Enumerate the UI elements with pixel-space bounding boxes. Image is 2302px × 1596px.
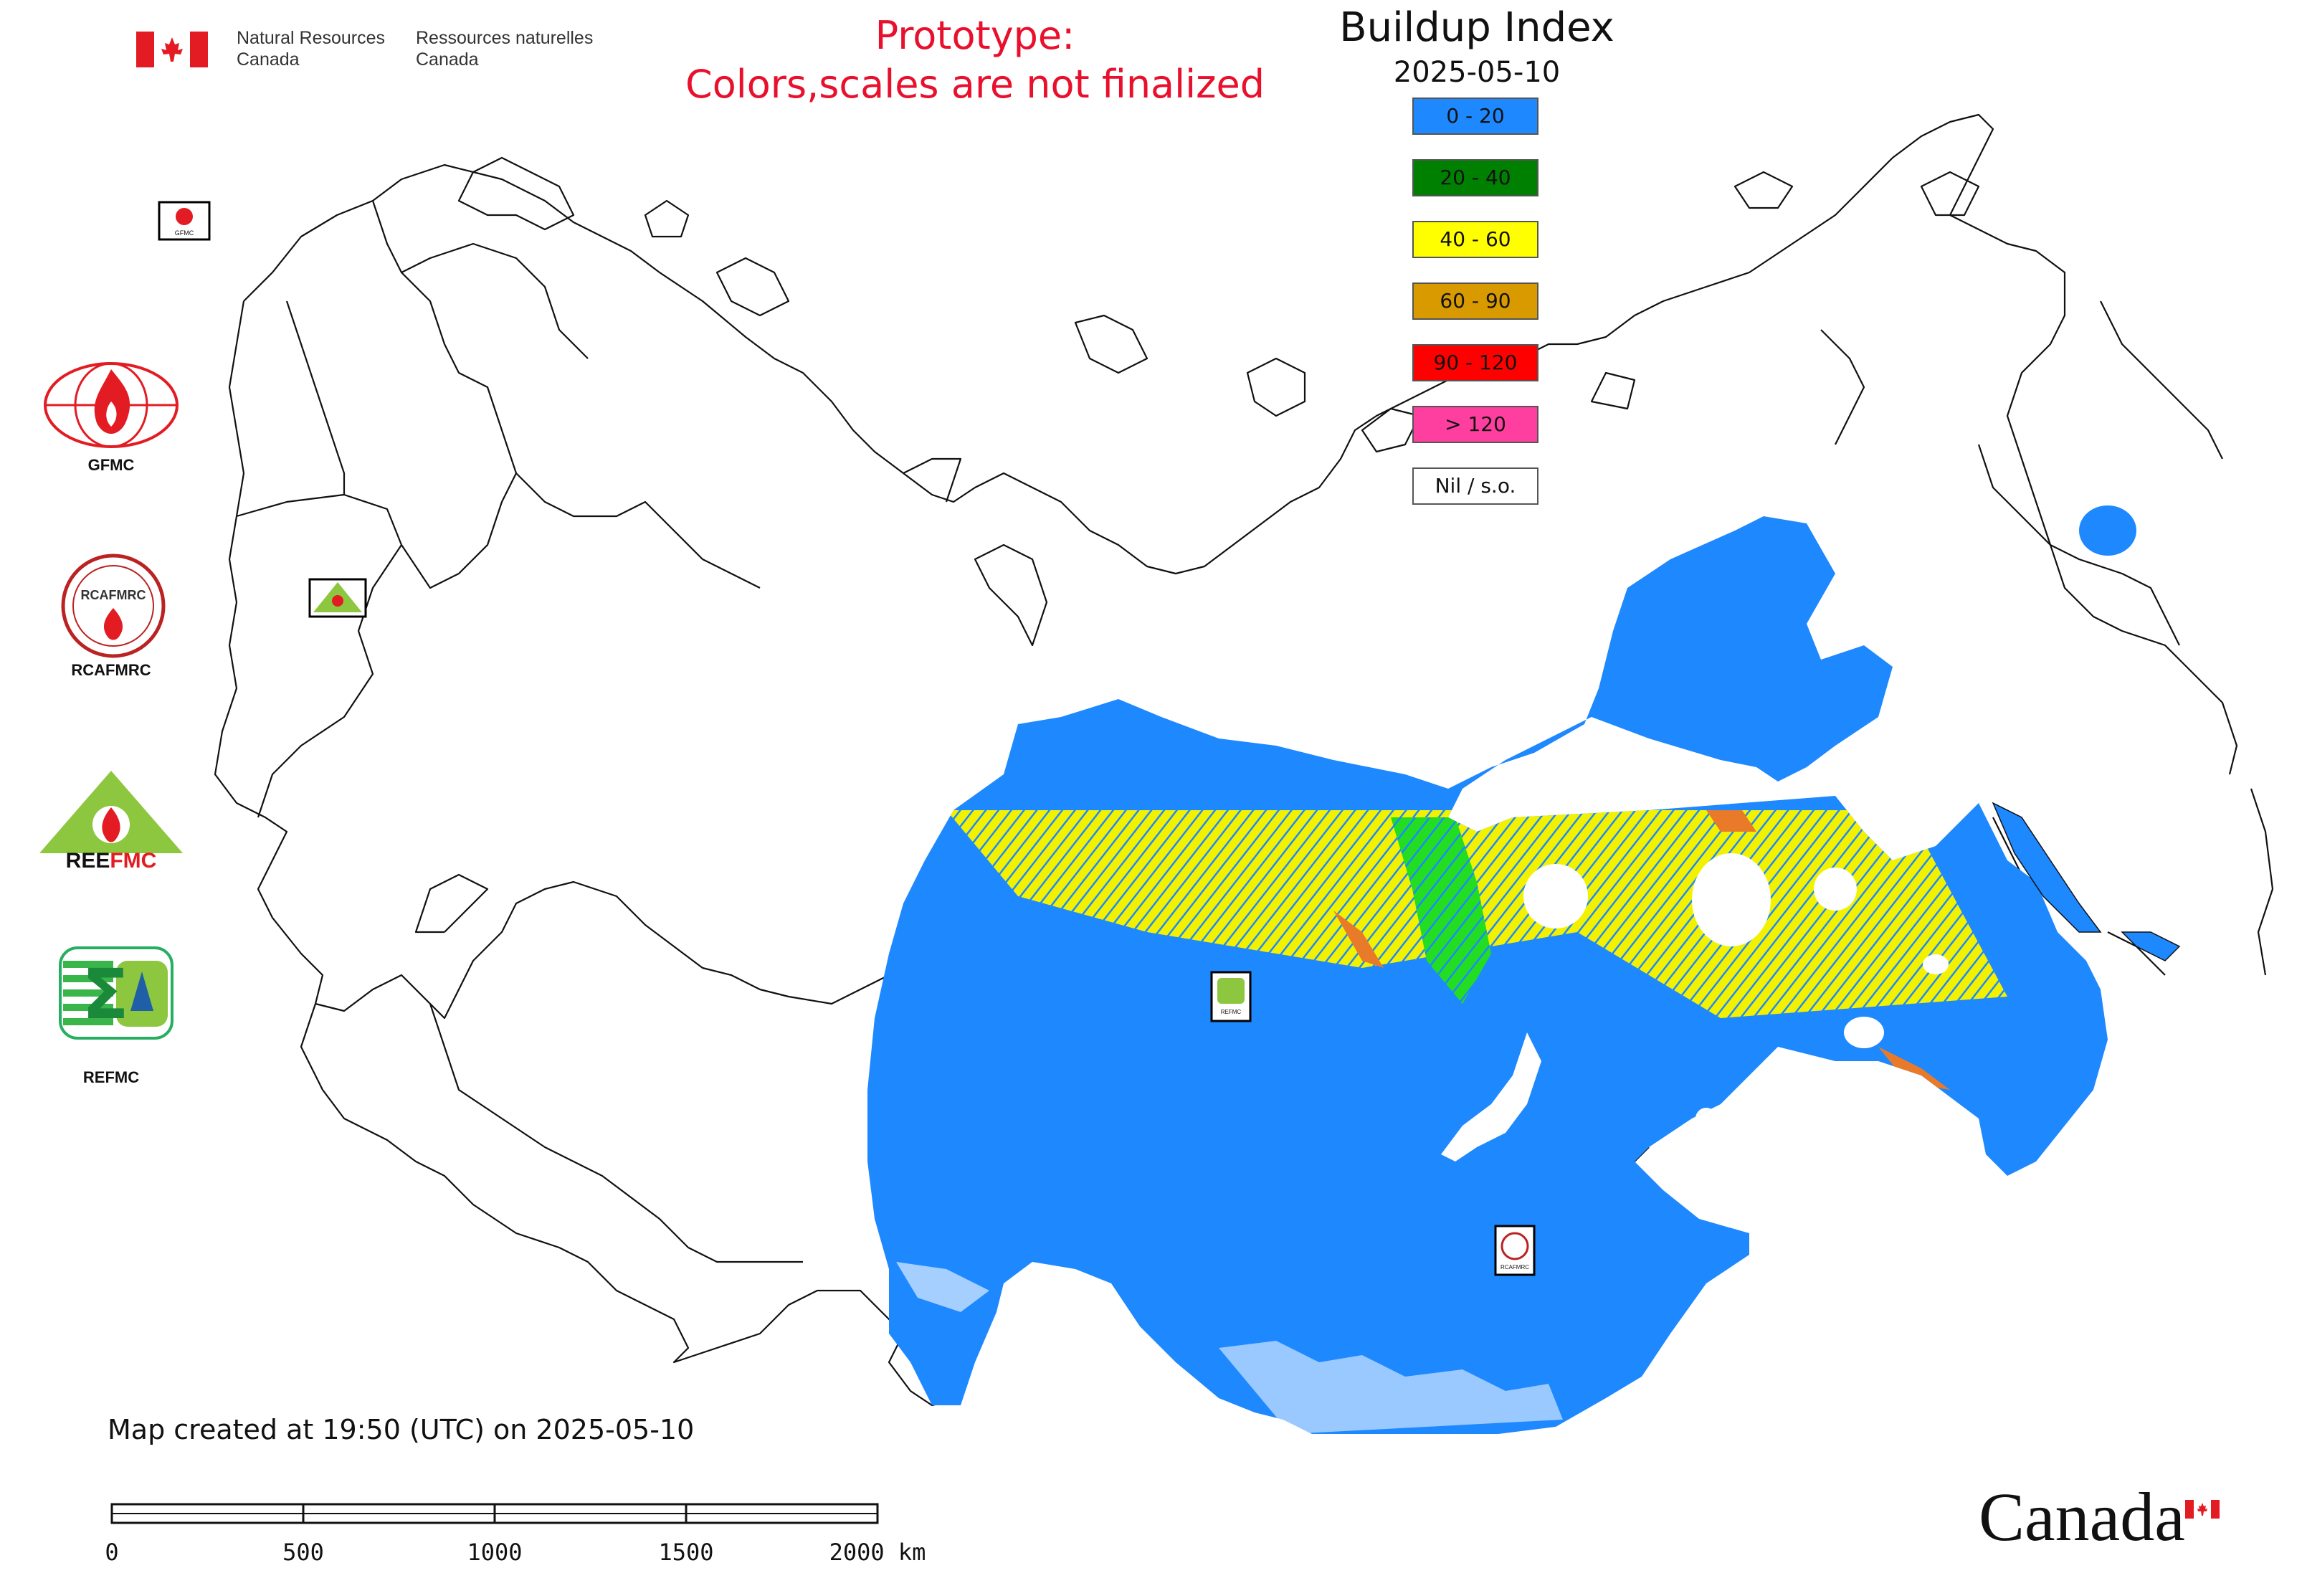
legend: 0 - 20 20 - 40 40 - 60 60 - 90 90 - 120 … (1412, 98, 1541, 513)
scale-label: 500 (282, 1539, 324, 1566)
svg-text:RCAFMRC: RCAFMRC (1500, 1264, 1529, 1270)
scale-label: 0 (105, 1539, 119, 1566)
map-title: Buildup Index (1339, 4, 1614, 51)
rcafmrc-logo-icon: RCAFMRC (61, 554, 166, 658)
svg-text:Σ: Σ (82, 954, 129, 1035)
refmc-map-marker: REFMC (1210, 971, 1252, 1022)
department-name-en: Natural Resources Canada (237, 28, 386, 70)
legend-item: 20 - 40 (1412, 159, 1538, 196)
rcafmrc-map-marker: RCAFMRC (1494, 1225, 1536, 1276)
buildup-index-raster (867, 516, 2108, 1434)
legend-label: 20 - 40 (1440, 166, 1511, 189)
legend-item: 40 - 60 (1412, 221, 1538, 258)
scale-label: 1000 (467, 1539, 523, 1566)
canada-flag-icon (136, 32, 208, 67)
legend-label: 0 - 20 (1446, 104, 1505, 128)
legend-label: > 120 (1445, 412, 1506, 436)
gfmc-logo-icon (44, 362, 179, 448)
reefmc-logo-icon: REEFMC (39, 771, 183, 873)
refmc-logo-icon: Σ (59, 946, 173, 1040)
svg-text:RCAFMRC: RCAFMRC (81, 588, 146, 602)
prototype-notice: Prototype: (875, 13, 1075, 58)
scale-bar: 0 500 1000 1500 2000 km (105, 1498, 926, 1566)
map-creation-note: Map created at 19:50 (UTC) on 2025-05-10 (108, 1414, 695, 1445)
reefmc-map-marker (308, 578, 367, 618)
legend-item: Nil / s.o. (1412, 467, 1538, 505)
legend-item: 0 - 20 (1412, 98, 1538, 135)
logo-label-gfmc: GFMC (87, 456, 135, 474)
scale-label: 2000 km (829, 1539, 926, 1566)
logo-label-refmc: REFMC (82, 1068, 140, 1086)
scale-label: 1500 (658, 1539, 714, 1566)
canada-wordmark-flag-icon (2185, 1500, 2220, 1519)
legend-item: 60 - 90 (1412, 282, 1538, 320)
svg-text:REFMC: REFMC (1221, 1009, 1242, 1015)
legend-label: Nil / s.o. (1435, 474, 1516, 498)
gfmc-map-marker: GFMC (158, 201, 211, 241)
legend-item: 90 - 120 (1412, 344, 1538, 381)
svg-text:GFMC: GFMC (175, 229, 194, 237)
legend-item: > 120 (1412, 406, 1538, 443)
map-date: 2025-05-10 (1393, 56, 1561, 89)
legend-label: 60 - 90 (1440, 289, 1511, 313)
legend-label: 40 - 60 (1440, 227, 1511, 251)
svg-text:REEFMC: REEFMC (66, 849, 157, 873)
department-name-fr: Ressources naturelles Canada (416, 28, 594, 70)
canada-wordmark: Canada (1979, 1478, 2185, 1555)
logo-label-rcafmrc: RCAFMRC (71, 661, 151, 679)
legend-label: 90 - 120 (1433, 351, 1518, 374)
government-header: Natural Resources Canada Ressources natu… (136, 27, 609, 77)
prototype-disclaimer: Colors,scales are not finalized (685, 62, 1265, 107)
